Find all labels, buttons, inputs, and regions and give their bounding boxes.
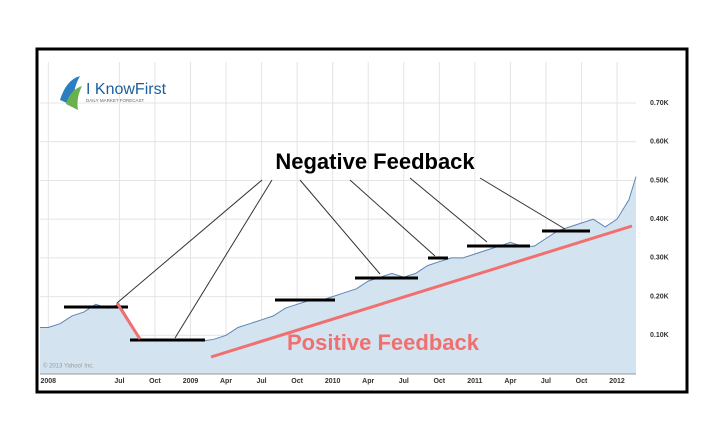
x-tick-label: Jul	[541, 378, 551, 385]
plot: 0.10K 0.20K 0.30K 0.40K 0.50K 0.60K 0.70K 2008 J…	[40, 62, 669, 385]
y-tick-label: 0.40K	[650, 216, 669, 223]
x-tick-label: 2009	[183, 378, 199, 385]
y-tick-label: 0.50K	[650, 177, 669, 184]
annotation: Negative Feedback	[275, 149, 475, 174]
drop-highlight	[115, 302, 142, 340]
x-tick-label: Apr	[504, 378, 516, 385]
y-tick-label: 0.70K	[650, 100, 669, 107]
x-tick-label: Apr	[362, 378, 374, 385]
x-tick-label: 2008	[41, 378, 57, 385]
arrow	[116, 179, 263, 304]
x-tick-label: Apr	[220, 378, 232, 385]
logo-tagline: DAILY MARKET FORECAST	[86, 98, 145, 103]
trend-line	[210, 224, 633, 359]
annotation: Positive Feedback	[287, 330, 480, 355]
x-tick-label: 2011	[467, 378, 482, 385]
arrow	[299, 179, 381, 275]
arrow	[174, 179, 273, 339]
arrow	[349, 179, 436, 257]
y-tick-label: 0.10K	[650, 332, 669, 339]
x-tick-label: Oct	[576, 378, 588, 385]
support-levels	[64, 229, 590, 342]
x-tick-label: Oct	[291, 378, 303, 385]
x-tick-label: Jul	[114, 378, 124, 385]
x-tick-label: Jul	[257, 378, 267, 385]
y-tick-label: 0.30K	[650, 255, 669, 262]
x-tick-label: 2012	[609, 378, 625, 385]
logo-name: I KnowFirst	[86, 81, 167, 98]
x-tick-label: 2010	[325, 378, 341, 385]
x-tick-label: Oct	[433, 378, 445, 385]
x-tick-label: Oct	[149, 378, 161, 385]
area	[40, 176, 636, 374]
x-tick-label: Jul	[399, 378, 409, 385]
credit: © 2013 Yahoo! Inc.	[43, 363, 94, 370]
arrows	[116, 177, 566, 339]
logo-icon	[66, 86, 82, 110]
arrow	[479, 177, 566, 230]
y-tick-label: 0.20K	[650, 293, 669, 300]
arrow	[409, 177, 488, 243]
y-tick-label: 0.60K	[650, 139, 669, 146]
logo-icon	[60, 76, 80, 106]
